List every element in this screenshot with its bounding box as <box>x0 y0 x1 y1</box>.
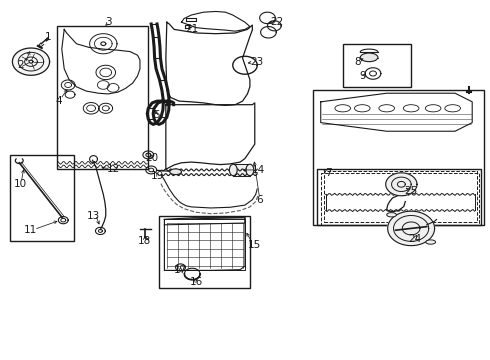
Text: 8: 8 <box>354 57 361 67</box>
Text: 23: 23 <box>250 57 263 67</box>
Text: 11: 11 <box>24 225 37 235</box>
Text: 21: 21 <box>186 24 199 35</box>
Bar <box>321 173 479 225</box>
Text: 25: 25 <box>405 186 418 196</box>
Text: 7: 7 <box>325 168 331 178</box>
Text: 18: 18 <box>138 236 151 246</box>
Polygon shape <box>388 211 435 246</box>
Text: 3: 3 <box>105 17 112 27</box>
Polygon shape <box>12 48 49 75</box>
Bar <box>57 26 148 169</box>
Bar <box>343 44 411 87</box>
Bar <box>10 155 74 241</box>
Text: 19: 19 <box>150 171 164 181</box>
Ellipse shape <box>229 164 237 176</box>
Text: 12: 12 <box>106 164 120 174</box>
Bar <box>159 216 250 288</box>
Text: 2: 2 <box>17 60 24 70</box>
Text: 14: 14 <box>252 165 265 175</box>
Text: 15: 15 <box>248 239 261 249</box>
Ellipse shape <box>426 240 436 244</box>
Polygon shape <box>233 164 250 176</box>
Polygon shape <box>386 173 417 196</box>
Text: 22: 22 <box>270 17 283 27</box>
Text: 4: 4 <box>55 96 62 106</box>
Text: 17: 17 <box>174 265 187 275</box>
Bar <box>324 171 477 222</box>
Text: 10: 10 <box>14 179 27 189</box>
Bar <box>318 169 481 225</box>
Bar <box>164 219 245 270</box>
Ellipse shape <box>246 164 254 176</box>
Text: 5: 5 <box>153 111 159 121</box>
Bar <box>314 90 485 225</box>
Text: 6: 6 <box>256 195 263 205</box>
Text: 9: 9 <box>359 71 366 81</box>
Text: 1: 1 <box>45 32 52 41</box>
Text: 20: 20 <box>146 153 159 163</box>
Text: 13: 13 <box>87 211 100 221</box>
Text: 24: 24 <box>408 234 422 244</box>
Ellipse shape <box>360 53 378 62</box>
Text: 16: 16 <box>190 277 203 287</box>
Ellipse shape <box>170 169 181 175</box>
Ellipse shape <box>387 213 396 217</box>
